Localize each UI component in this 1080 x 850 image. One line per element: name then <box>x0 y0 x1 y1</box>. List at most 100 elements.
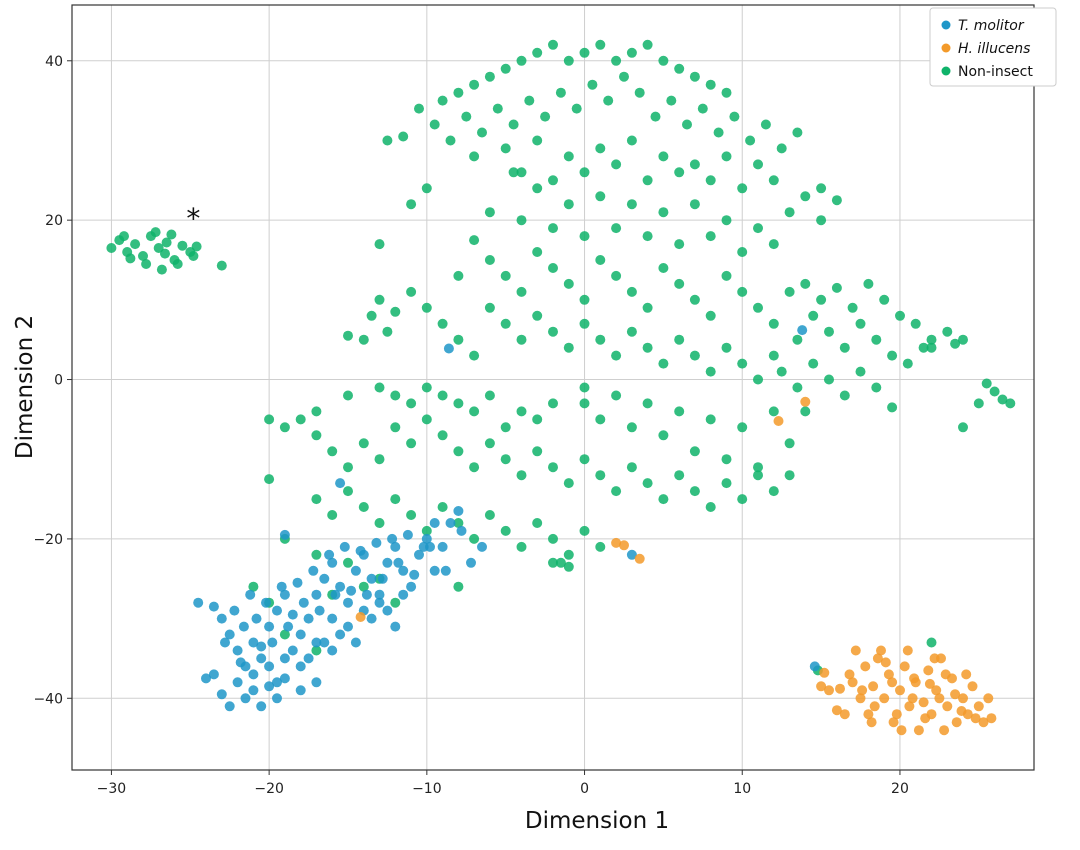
data-point-h-illucens <box>876 645 886 656</box>
data-point-h-illucens <box>902 645 913 656</box>
data-point-t-molitor <box>208 601 219 612</box>
data-point-non-insect <box>721 87 732 98</box>
data-point-non-insect <box>548 263 558 273</box>
legend-marker-h-illucens <box>941 43 951 53</box>
data-point-t-molitor <box>382 557 393 568</box>
data-point-non-insect <box>800 278 811 289</box>
data-point-t-molitor <box>248 637 259 648</box>
data-point-non-insect <box>484 510 495 520</box>
data-point-non-insect <box>469 533 480 544</box>
data-point-non-insect <box>595 414 606 425</box>
data-point-non-insect <box>863 278 874 289</box>
data-point-non-insect <box>587 79 598 90</box>
data-point-non-insect <box>626 47 637 58</box>
data-point-non-insect <box>311 430 322 441</box>
data-point-non-insect <box>926 637 937 648</box>
data-point-non-insect <box>784 207 795 218</box>
data-point-t-molitor <box>355 545 366 556</box>
data-point-non-insect <box>390 494 401 505</box>
x-axis-label: Dimension 1 <box>525 808 669 834</box>
data-point-non-insect <box>327 446 338 457</box>
data-point-non-insect <box>579 398 590 409</box>
data-point-h-illucens <box>869 701 880 712</box>
data-point-t-molitor <box>366 613 377 624</box>
data-point-t-molitor <box>311 677 322 688</box>
data-point-h-illucens <box>934 693 945 704</box>
data-point-non-insect <box>611 390 622 401</box>
data-point-t-molitor <box>445 518 456 528</box>
data-point-non-insect <box>161 237 172 248</box>
data-point-non-insect <box>642 342 653 353</box>
data-point-non-insect <box>737 422 748 433</box>
data-point-non-insect <box>674 63 685 74</box>
data-point-t-molitor <box>390 621 401 632</box>
data-point-t-molitor <box>272 605 282 616</box>
data-point-non-insect <box>141 259 152 269</box>
data-point-t-molitor <box>264 661 275 672</box>
legend-label-h-illucens: H. illucens <box>958 41 1030 57</box>
legend-marker-non-insect <box>941 66 951 76</box>
data-point-non-insect <box>776 143 787 154</box>
grid-lines <box>72 5 1034 770</box>
data-point-non-insect <box>824 374 834 385</box>
data-point-non-insect <box>532 518 543 528</box>
data-point-non-insect <box>792 334 803 345</box>
data-point-t-molitor <box>456 525 467 536</box>
data-point-t-molitor <box>295 685 306 696</box>
data-point-t-molitor <box>421 533 432 544</box>
data-point-h-illucens <box>835 683 845 694</box>
data-point-non-insect <box>721 454 732 465</box>
legend-box <box>929 7 1057 87</box>
data-point-h-illucens <box>855 693 866 704</box>
data-point-non-insect <box>563 151 574 162</box>
data-point-non-insect <box>500 454 511 465</box>
data-point-non-insect <box>887 350 898 361</box>
data-point-t-molitor <box>440 565 451 576</box>
data-point-non-insect <box>689 159 700 170</box>
data-point-non-insect <box>453 398 464 409</box>
data-point-non-insect <box>532 135 543 146</box>
data-point-non-insect <box>784 470 795 481</box>
data-point-h-illucens <box>942 701 953 712</box>
data-point-h-illucens <box>860 661 871 672</box>
data-point-non-insect <box>887 402 898 413</box>
data-point-non-insect <box>453 87 464 98</box>
data-point-t-molitor <box>361 589 372 600</box>
data-point-non-insect <box>666 95 677 106</box>
data-point-non-insect <box>595 191 606 202</box>
data-point-h-illucens <box>896 725 907 736</box>
data-point-t-molitor <box>238 621 249 632</box>
data-point-h-illucens <box>950 689 961 700</box>
data-point-non-insect <box>626 422 637 433</box>
data-point-non-insect <box>532 247 543 257</box>
data-point-non-insect <box>453 270 464 281</box>
data-point-h-illucens <box>983 693 994 704</box>
data-point-t-molitor <box>402 529 413 540</box>
data-point-t-molitor <box>216 689 227 700</box>
data-point-non-insect <box>548 223 558 234</box>
data-point-non-insect <box>674 406 685 417</box>
data-point-non-insect <box>808 310 819 321</box>
data-point-non-insect <box>177 240 188 251</box>
data-point-non-insect <box>548 175 558 186</box>
data-point-non-insect <box>421 414 432 425</box>
data-point-non-insect <box>753 159 763 170</box>
data-point-non-insect <box>532 310 543 321</box>
data-point-non-insect <box>989 386 1000 397</box>
data-point-non-insect <box>626 286 637 297</box>
data-point-h-illucens <box>961 669 972 680</box>
data-point-non-insect <box>264 474 275 485</box>
data-point-non-insect <box>382 326 393 337</box>
data-point-t-molitor <box>224 629 235 640</box>
data-point-non-insect <box>130 239 141 250</box>
data-point-h-illucens <box>907 693 918 704</box>
data-point-non-insect <box>579 525 590 536</box>
data-point-non-insect <box>548 462 558 473</box>
data-point-h-illucens <box>970 713 981 724</box>
data-point-t-molitor <box>343 597 353 608</box>
data-point-non-insect <box>327 510 338 520</box>
data-point-h-illucens <box>634 553 645 564</box>
data-point-non-insect <box>484 71 495 82</box>
data-point-non-insect <box>374 239 385 250</box>
